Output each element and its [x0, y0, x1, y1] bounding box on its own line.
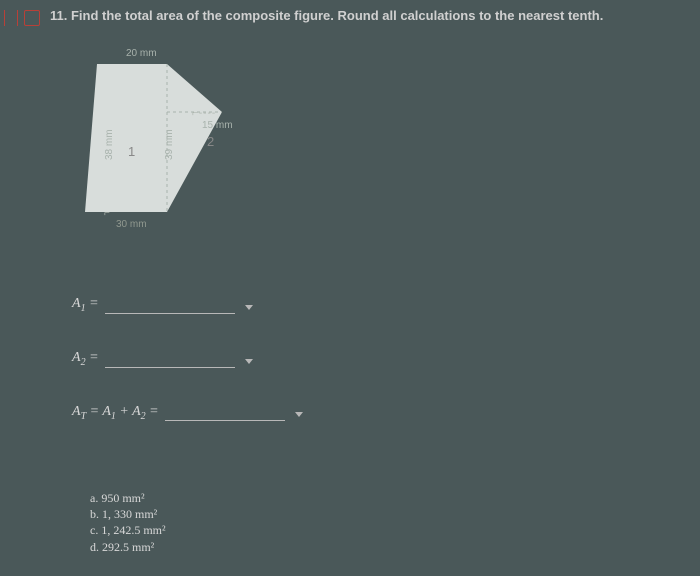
choice-c: c. 1, 242.5 mm² [90, 522, 166, 538]
chevron-down-icon[interactable] [295, 412, 303, 417]
right-angle-mark-top: ⌐---- [192, 108, 216, 119]
chevron-down-icon[interactable] [245, 359, 253, 364]
dim-bottom: 30 mm [116, 219, 147, 230]
chevron-down-icon[interactable] [245, 305, 253, 310]
region-2-label: 2 [207, 134, 214, 149]
a2-dropdown[interactable] [105, 352, 235, 368]
a1-label: A1 = [72, 296, 99, 314]
a1-dropdown[interactable] [105, 298, 235, 314]
at-dropdown[interactable] [165, 405, 285, 421]
dim-left: 38 mm [104, 129, 115, 160]
at-row: AT = A1 + A2 = [72, 404, 303, 422]
answer-choices: a. 950 mm² b. 1, 330 mm² c. 1, 242.5 mm²… [90, 490, 166, 555]
question-title: 11. Find the total area of the composite… [50, 8, 603, 24]
right-angle-mark-bottom: ⌐ [104, 208, 110, 219]
dim-right: 15 mm [202, 120, 233, 131]
flag-icon[interactable] [4, 10, 18, 26]
dim-mid: 39 mm [164, 129, 175, 160]
a1-row: A1 = [72, 296, 303, 314]
at-label: AT = A1 + A2 = [72, 404, 159, 422]
trapezoid-region [85, 64, 167, 212]
question-number: 11. [50, 8, 67, 23]
choice-a: a. 950 mm² [90, 490, 166, 506]
a2-row: A2 = [72, 350, 303, 368]
choice-b: b. 1, 330 mm² [90, 506, 166, 522]
choice-d: d. 292.5 mm² [90, 539, 166, 555]
a2-label: A2 = [72, 350, 99, 368]
formula-section: A1 = A2 = AT = A1 + A2 = [72, 296, 303, 457]
expand-icon[interactable] [24, 10, 40, 26]
dim-top: 20 mm [126, 48, 157, 59]
composite-figure: 20 mm 15 mm 30 mm 38 mm 39 mm 1 2 ⌐---- … [72, 52, 272, 252]
question-prompt: Find the total area of the composite fig… [71, 8, 603, 23]
region-1-label: 1 [128, 144, 135, 159]
